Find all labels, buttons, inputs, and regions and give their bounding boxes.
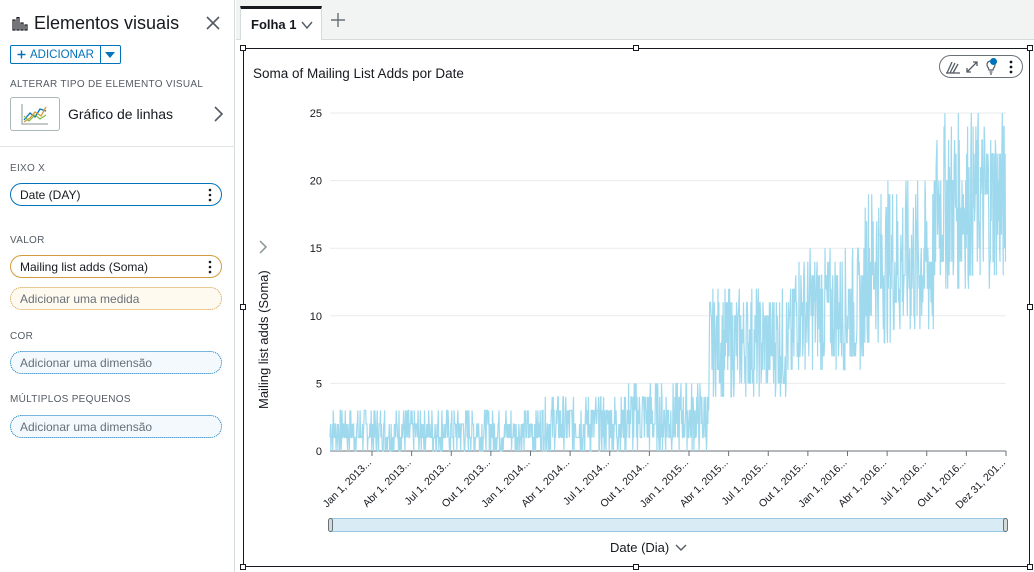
more-options-icon[interactable]	[208, 260, 212, 274]
add-visual-button[interactable]: ADICIONAR	[10, 45, 101, 64]
add-measure-label: Adicionar uma medida	[20, 291, 140, 306]
add-visual-label: ADICIONAR	[30, 48, 94, 61]
value-section-label: VALOR	[10, 235, 45, 246]
y-tick-label: 20	[310, 176, 322, 188]
scrollbar-start-handle[interactable]	[328, 518, 333, 532]
add-dropdown-button[interactable]	[100, 45, 121, 64]
tab-folha-1[interactable]: Folha 1	[240, 6, 322, 40]
resize-handle[interactable]	[1027, 304, 1033, 310]
color-section-label: COR	[10, 331, 34, 342]
x-axis-field-label: Date (DAY)	[20, 187, 81, 202]
line-chart-visual[interactable]: Soma of Mailing List Adds por Date 0 5 10 1…	[240, 45, 1033, 570]
line-chart-thumbnail-icon	[10, 97, 60, 131]
small-multiples-placeholder-label: Adicionar uma dimensão	[20, 419, 153, 434]
y-tick-label: 0	[316, 446, 322, 458]
visual-type-label: Gráfico de linhas	[68, 106, 174, 122]
x-axis-section-label: EIXO X	[10, 163, 46, 174]
y-tick-label: 25	[310, 108, 322, 120]
y-axis-title: Mailing list adds (Soma)	[256, 270, 271, 409]
small-multiples-field-well[interactable]: Adicionar uma dimensão	[10, 415, 222, 438]
resize-handle[interactable]	[240, 45, 246, 51]
chart-title: Soma of Mailing List Adds por Date	[253, 66, 464, 81]
panel-divider	[0, 146, 235, 147]
resize-handle[interactable]	[240, 564, 246, 570]
resize-handle[interactable]	[633, 45, 639, 51]
y-tick-label: 10	[310, 311, 322, 323]
visual-type-section-label: ALTERAR TIPO DE ELEMENTO VISUAL	[10, 79, 204, 90]
value-field-label: Mailing list adds (Soma)	[20, 259, 149, 274]
chevron-down-icon	[675, 544, 687, 551]
series-line-mailing-list-adds	[329, 112, 1007, 452]
color-field-well[interactable]: Adicionar uma dimensão	[10, 351, 222, 374]
more-options-icon[interactable]	[1003, 59, 1019, 75]
visual-toolbar	[939, 55, 1023, 78]
add-measure-field-well[interactable]: Adicionar uma medida	[10, 287, 222, 310]
resize-handle[interactable]	[1027, 45, 1033, 51]
series-line	[329, 112, 1007, 452]
expand-icon[interactable]	[964, 59, 980, 75]
panel-header: Elementos visuais	[12, 12, 224, 36]
more-options-icon[interactable]	[208, 188, 212, 202]
x-axis-field-well[interactable]: Date (DAY)	[10, 183, 222, 206]
value-field-well[interactable]: Mailing list adds (Soma)	[10, 255, 222, 278]
bar-chart-icon	[12, 17, 28, 31]
plus-icon	[17, 50, 26, 59]
date-range-scrollbar[interactable]	[328, 518, 1008, 532]
panel-title: Elementos visuais	[34, 13, 180, 33]
y-tick-label: 15	[310, 243, 322, 255]
close-icon[interactable]	[204, 14, 222, 32]
add-sheet-icon[interactable]	[331, 13, 345, 27]
caret-down-icon	[105, 51, 116, 58]
chevron-right-icon[interactable]	[257, 239, 269, 255]
sheet-tab-bar: Folha 1	[236, 0, 1034, 40]
scrollbar-end-handle[interactable]	[1003, 518, 1008, 532]
tab-label: Folha 1	[251, 17, 297, 32]
chart-menu-icon[interactable]	[945, 59, 961, 75]
x-axis-title[interactable]: Date (Dia)	[610, 540, 687, 555]
resize-handle[interactable]	[1027, 564, 1033, 570]
x-axis-title-label: Date (Dia)	[610, 540, 670, 555]
y-tick-label: 5	[316, 378, 322, 390]
resize-handle[interactable]	[633, 564, 639, 570]
resize-handle[interactable]	[240, 304, 246, 310]
grid-lines	[330, 112, 1006, 452]
chevron-down-icon[interactable]	[301, 20, 313, 30]
visuals-panel: Elementos visuais ADICIONAR ALTERAR TIPO…	[0, 0, 235, 572]
chevron-right-icon	[214, 106, 224, 122]
notification-dot	[990, 58, 997, 65]
visual-type-selector[interactable]: Gráfico de linhas	[10, 96, 225, 132]
color-placeholder-label: Adicionar uma dimensão	[20, 355, 153, 370]
small-multiples-section-label: MÚLTIPLOS PEQUENOS	[10, 394, 131, 405]
add-button-group: ADICIONAR	[10, 45, 121, 64]
